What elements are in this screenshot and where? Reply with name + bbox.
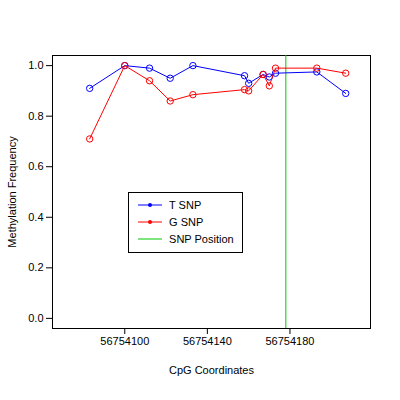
svg-text:Methylation Frequency: Methylation Frequency xyxy=(6,136,18,248)
svg-text:0.2: 0.2 xyxy=(28,261,43,273)
svg-text:1.0: 1.0 xyxy=(28,59,43,71)
html-text:T SNP: T SNP xyxy=(169,199,202,211)
svg-text:56754100: 56754100 xyxy=(100,335,149,347)
svg-text:0.6: 0.6 xyxy=(28,160,43,172)
svg-text:0.0: 0.0 xyxy=(28,312,43,324)
svg-text:CpG Coordinates: CpG Coordinates xyxy=(169,364,254,376)
svg-text:0.4: 0.4 xyxy=(28,211,43,223)
svg-text:56754140: 56754140 xyxy=(183,335,232,347)
html-text:SNP Position: SNP Position xyxy=(169,233,234,245)
svg-text:56754180: 56754180 xyxy=(265,335,314,347)
html-text:G SNP: G SNP xyxy=(169,216,204,228)
svg-text:0.8: 0.8 xyxy=(28,110,43,122)
